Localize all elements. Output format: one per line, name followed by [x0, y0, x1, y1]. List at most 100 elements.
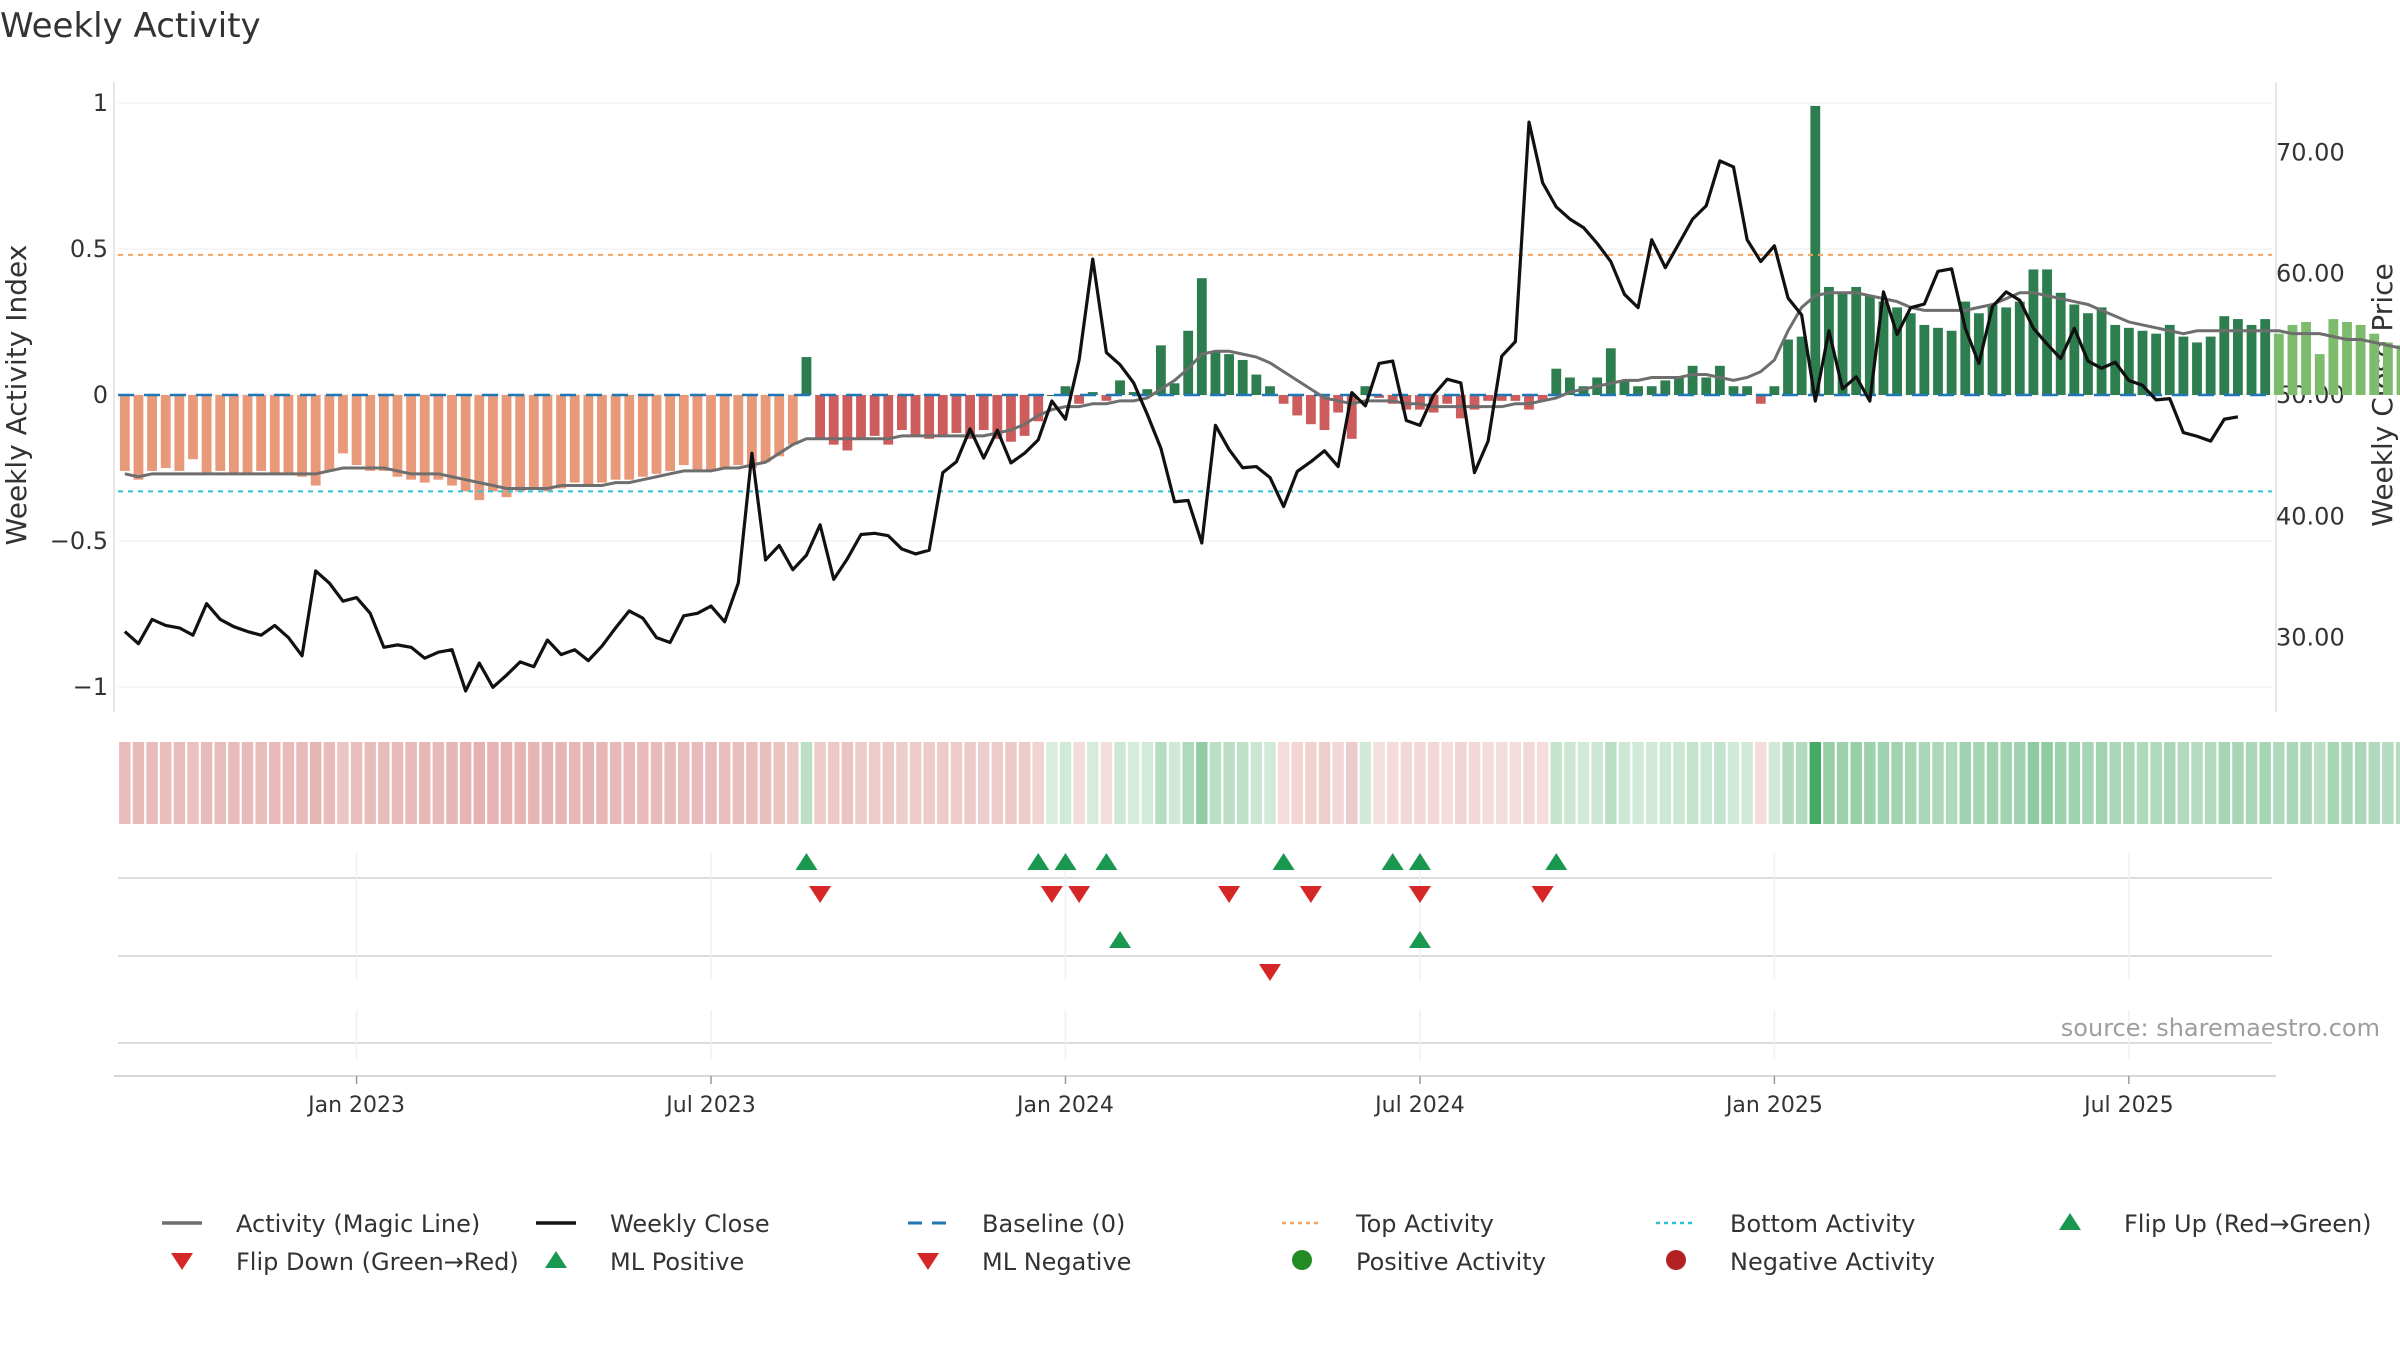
- left-tick-label: 0: [93, 381, 108, 409]
- activity-bar: [583, 395, 594, 486]
- activity-bar: [1360, 386, 1371, 395]
- activity-bar: [937, 395, 948, 436]
- activity-bar: [2164, 324, 2175, 395]
- heat-strip-cell: [1209, 742, 1222, 824]
- right-tick-label: 60.00: [2276, 260, 2345, 288]
- heat-strip-cell: [2177, 742, 2190, 824]
- activity-bar: [1019, 395, 1030, 436]
- heat-strip-cell: [2395, 742, 2400, 824]
- flip-down-marker: [1408, 886, 1431, 903]
- activity-bar: [1142, 389, 1153, 395]
- heat-strip-cell: [419, 742, 431, 824]
- heat-strip-cell: [814, 742, 826, 824]
- activity-bar: [896, 395, 907, 431]
- heat-strip-cell: [1482, 742, 1494, 824]
- heat-strip-cell: [1782, 742, 1794, 824]
- weekly-close-line: [123, 120, 2239, 693]
- activity-bar: [1156, 345, 1166, 395]
- activity-bar: [1292, 395, 1303, 416]
- activity-bar: [678, 395, 689, 466]
- heat-strip-cell: [923, 742, 935, 824]
- flip-up-marker: [1054, 853, 1077, 870]
- activity-bar: [1496, 395, 1507, 401]
- heat-strip-cell: [1809, 742, 1822, 824]
- heat-strip-cell: [1005, 742, 1017, 824]
- heat-strip-cell: [296, 742, 308, 824]
- legend-label: Bottom Activity: [1730, 1210, 1915, 1238]
- activity-bar: [1987, 304, 1998, 395]
- activity-bar: [1006, 395, 1016, 442]
- heat-strip-cell: [350, 742, 363, 824]
- heat-strip-cell: [937, 742, 949, 824]
- heat-strip-cell: [746, 742, 758, 824]
- heat-strip-cell: [2068, 742, 2081, 824]
- heat-strip-cell: [487, 742, 499, 824]
- activity-bar: [2233, 319, 2243, 395]
- heat-strip-cell: [1795, 742, 1808, 824]
- heat-strip-cell: [1891, 742, 1903, 824]
- activity-bar: [1115, 380, 1125, 395]
- activity-bar: [542, 395, 553, 492]
- heat-strip-cell: [2150, 742, 2162, 824]
- right-tick-label: 70.00: [2276, 138, 2345, 166]
- activity-bar: [406, 395, 417, 480]
- legend-label: Top Activity: [1355, 1210, 1494, 1238]
- activity-bar: [1905, 313, 1916, 395]
- activity-bar: [338, 395, 348, 454]
- heat-strip-cell: [2109, 742, 2121, 824]
- activity-bar: [160, 395, 171, 468]
- heat-strip-cell: [1291, 742, 1303, 824]
- heat-strip-cell: [1250, 742, 1263, 824]
- heat-strip-cell: [378, 742, 390, 824]
- heat-strip-cell: [828, 742, 840, 824]
- activity-bar: [801, 357, 812, 395]
- activity-bar: [1183, 330, 1194, 395]
- heat-strip-cell: [1127, 742, 1140, 824]
- activity-bar: [556, 395, 566, 489]
- heat-strip-cell: [1686, 742, 1699, 824]
- x-tick-label: Jan 2023: [306, 1093, 405, 1118]
- activity-bar: [460, 395, 471, 492]
- x-tick-label: Jul 2024: [1373, 1093, 1465, 1118]
- heat-strip-cell: [2382, 742, 2394, 824]
- heat-strip-cell: [664, 742, 676, 824]
- legend-swatch-triangle-down: [917, 1253, 939, 1270]
- heat-strip-cell: [432, 742, 445, 824]
- heat-strip-cell: [705, 742, 717, 824]
- heat-strip-cell: [1536, 742, 1549, 824]
- activity-bar: [1128, 392, 1139, 395]
- activity-bar: [1101, 395, 1112, 401]
- activity-bar: [1442, 395, 1453, 404]
- activity-bar: [1769, 386, 1780, 395]
- heat-strip-cell: [1945, 742, 1958, 824]
- heat-strip-cell: [132, 742, 145, 824]
- activity-bar: [310, 395, 321, 486]
- heat-strip-cell: [609, 742, 622, 824]
- heat-strip-cell: [1373, 742, 1385, 824]
- heat-strip-cell: [2054, 742, 2067, 824]
- activity-bar: [2246, 324, 2257, 395]
- activity-bar: [610, 395, 621, 480]
- activity-bar: [1564, 377, 1575, 395]
- activity-bar: [774, 395, 785, 457]
- activity-bar: [1169, 383, 1180, 395]
- heat-strip-cell: [1632, 742, 1644, 824]
- right-tick-label: 40.00: [2276, 502, 2345, 530]
- heat-strip-cell: [800, 742, 813, 824]
- flip-down-marker: [1531, 886, 1554, 903]
- left-tick-label: −0.5: [50, 527, 108, 555]
- heat-strip-cell: [1509, 742, 1522, 824]
- heat-strip-cell: [691, 742, 704, 824]
- heat-strip-cell: [2286, 742, 2299, 824]
- activity-bar: [706, 395, 716, 471]
- heat-strip-cell: [2014, 742, 2026, 824]
- activity-bar: [269, 395, 280, 474]
- heat-strip-cell: [1959, 742, 1971, 824]
- activity-bar: [1605, 348, 1616, 395]
- heat-strip-cell: [1141, 742, 1154, 824]
- activity-bar: [2301, 322, 2311, 395]
- heat-strip-cell: [200, 742, 213, 824]
- ml-positive-marker: [1408, 931, 1431, 948]
- activity-bar: [487, 395, 498, 492]
